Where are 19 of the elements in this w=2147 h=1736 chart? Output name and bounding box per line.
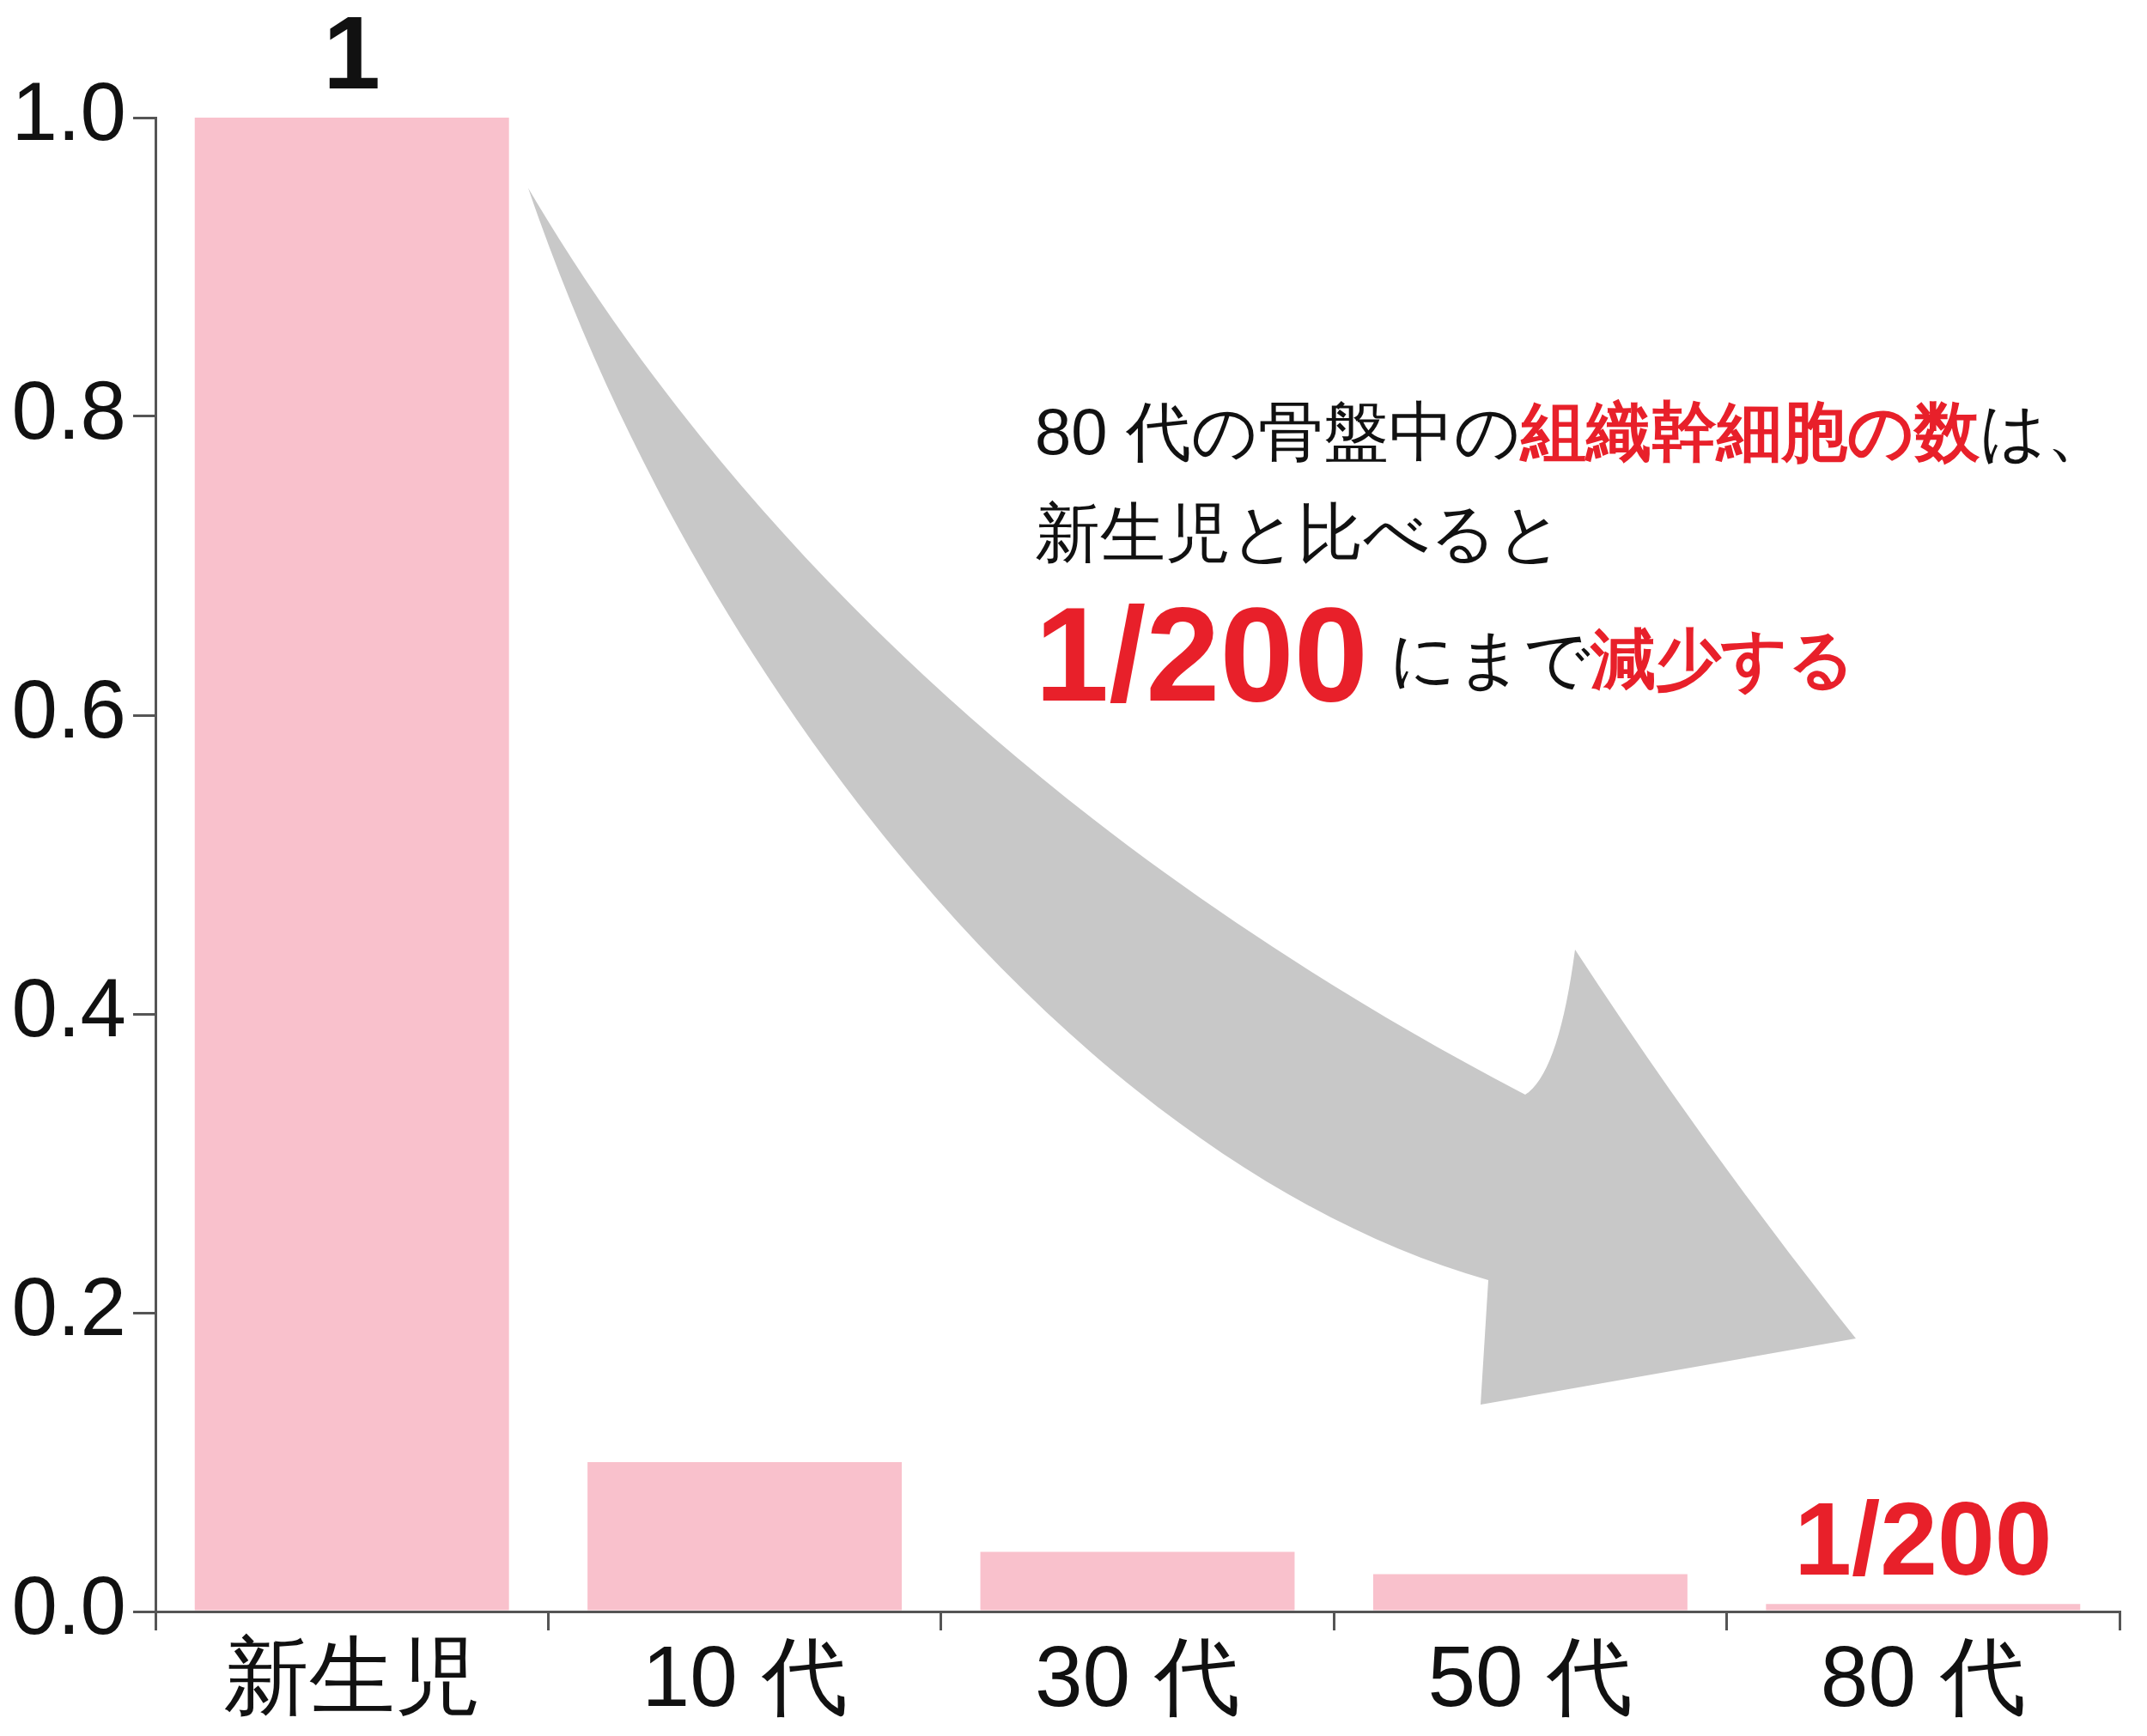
- annotation: 減少する: [1589, 622, 1855, 695]
- y-tick-label: 0.4: [11, 962, 126, 1054]
- y-tick-label: 0.6: [11, 663, 126, 756]
- y-tick-label: 0.0: [11, 1559, 126, 1652]
- annotation: 1/200: [1035, 580, 1368, 729]
- x-tick-label: 50 代: [1427, 1627, 1633, 1724]
- x-tick-label: 30 代: [1034, 1627, 1241, 1724]
- annotation: 新生児と比べると: [1035, 495, 1564, 569]
- annotation: にまで: [1389, 622, 1590, 695]
- y-tick-label: 0.8: [11, 364, 126, 457]
- annotation: 組織幹細胞の数: [1518, 394, 1980, 468]
- y-tick-label: 1.0: [11, 65, 126, 158]
- y-tick-label: 0.2: [11, 1260, 126, 1353]
- x-tick-label: 10 代: [642, 1627, 848, 1724]
- annotation: は、: [1979, 394, 2112, 468]
- data-label: 1/200: [1794, 1481, 2053, 1597]
- x-tick-label: 新生児: [222, 1627, 481, 1724]
- x-tick-label: 80 代: [1820, 1627, 2026, 1724]
- data-label: 1: [323, 0, 381, 110]
